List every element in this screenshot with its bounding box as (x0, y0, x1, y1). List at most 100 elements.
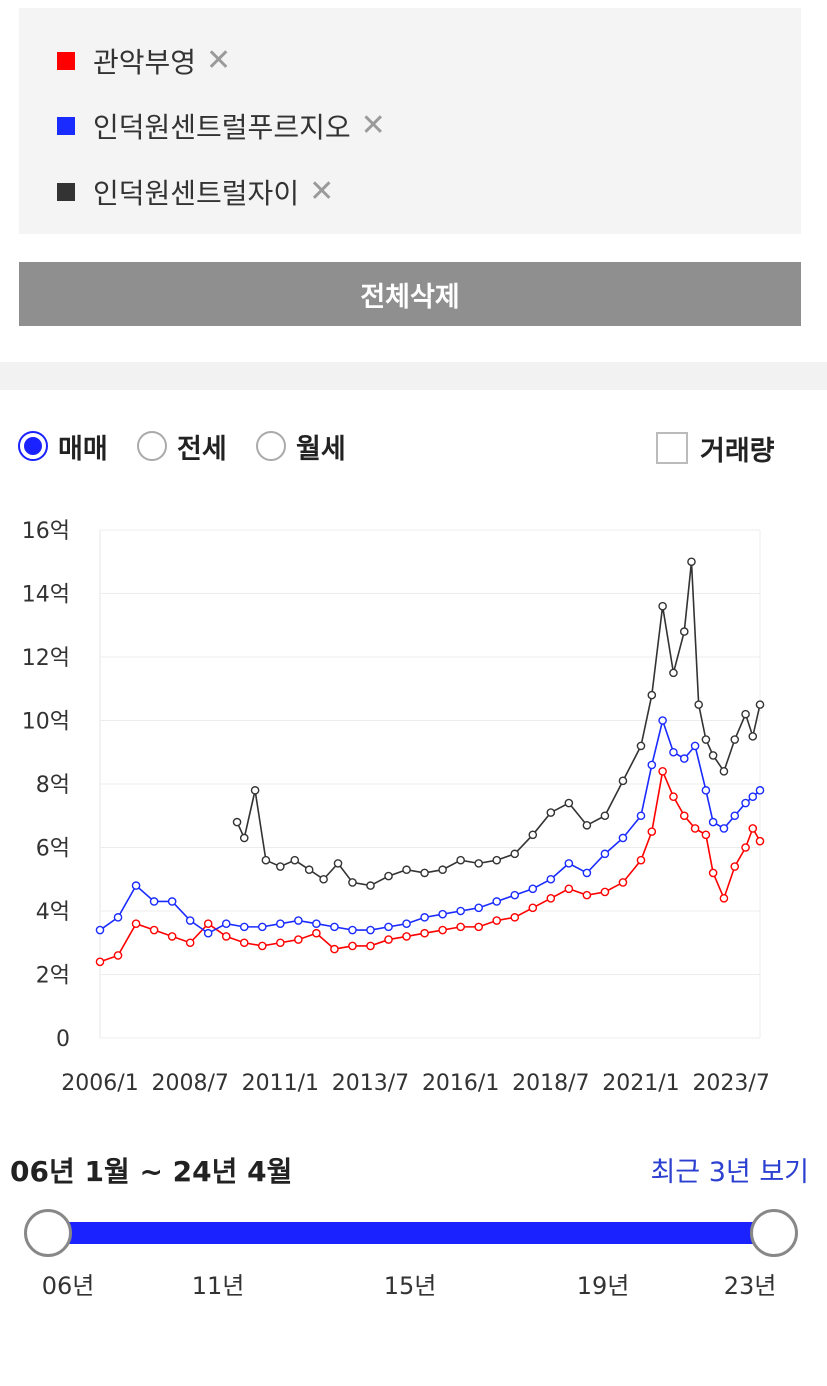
data-point (719, 893, 729, 903)
x-tick-label: 2021/1 (602, 1071, 679, 1096)
y-tick-label: 16억 (22, 519, 70, 544)
legend-label: 인덕원센트럴자이 (93, 177, 300, 210)
x-axis-ticks: 2006/1 2008/7 2011/1 2013/7 2016/1 2018/7 2021… (61, 1071, 770, 1096)
data-point (719, 766, 729, 776)
data-point (636, 811, 646, 821)
chart-series (95, 557, 765, 967)
legend-swatch-dark (57, 183, 75, 201)
data-point (366, 941, 375, 951)
data-point (600, 849, 610, 859)
data-point (528, 903, 538, 913)
section-divider (0, 362, 827, 390)
data-point (474, 922, 483, 932)
data-point (131, 881, 141, 890)
data-point (546, 874, 556, 884)
data-point (741, 709, 750, 719)
data-point (420, 913, 429, 922)
remove-icon[interactable]: ✕ (309, 174, 335, 209)
radio-checked-icon (18, 431, 48, 461)
volume-checkbox[interactable]: 거래량 (656, 428, 775, 468)
x-tick-label: 2006/1 (61, 1071, 138, 1096)
data-point (113, 913, 123, 922)
data-point (167, 897, 177, 906)
data-point (366, 925, 375, 935)
slider-tick: 15년 (383, 1272, 437, 1300)
data-point (185, 916, 195, 925)
data-point (658, 716, 667, 725)
y-axis-ticks: 0 2억 4억 6억 8억 10억 12억 14억 16억 (22, 519, 70, 1052)
legend-item-1: 관악부영 ✕ (57, 41, 231, 81)
remove-icon[interactable]: ✕ (360, 108, 386, 143)
data-point (203, 928, 213, 938)
data-point (438, 925, 447, 935)
x-tick-label: 2011/1 (242, 1071, 319, 1096)
y-tick-label: 12억 (22, 646, 70, 671)
data-point (564, 859, 574, 868)
slider-tick: 19년 (576, 1272, 630, 1300)
data-point (618, 776, 628, 786)
data-point (95, 957, 105, 967)
data-point (239, 833, 249, 843)
radio-sale[interactable]: 매매 (18, 426, 108, 466)
radio-label: 월세 (296, 433, 346, 465)
data-point (755, 836, 765, 846)
data-point (618, 833, 628, 843)
data-point (510, 913, 520, 922)
data-point (647, 760, 657, 770)
delete-all-button[interactable]: 전체삭제 (19, 262, 801, 326)
data-point (294, 935, 303, 944)
data-point (221, 919, 231, 929)
range-slider-start-handle[interactable] (24, 1209, 72, 1257)
data-point (694, 700, 703, 709)
data-point (690, 824, 700, 833)
data-point (276, 938, 285, 948)
range-slider-track[interactable] (48, 1222, 774, 1244)
data-point (257, 922, 267, 932)
data-point (185, 938, 195, 948)
slider-tick: 06년 (41, 1272, 95, 1300)
data-point (276, 919, 285, 929)
data-point (474, 859, 483, 868)
data-point (294, 916, 303, 925)
data-point (755, 786, 765, 795)
y-tick-label: 0 (56, 1027, 70, 1052)
data-point (730, 862, 740, 871)
data-point (647, 827, 657, 836)
data-point (546, 893, 556, 903)
y-tick-label: 10억 (22, 710, 70, 735)
y-tick-label: 14억 (22, 583, 70, 608)
data-point (618, 878, 628, 887)
data-point (384, 935, 393, 944)
data-point (755, 700, 765, 709)
data-point (492, 897, 502, 906)
data-point (402, 865, 411, 875)
data-point (290, 855, 300, 865)
data-point (304, 865, 314, 875)
data-point (492, 916, 502, 925)
data-point (564, 798, 574, 808)
data-point (647, 690, 657, 700)
data-point (701, 786, 711, 795)
radio-jeonse[interactable]: 전세 (137, 426, 227, 466)
data-point (474, 903, 483, 913)
radio-monthly[interactable]: 월세 (256, 426, 346, 466)
remove-icon[interactable]: ✕ (206, 43, 232, 78)
volume-label: 거래량 (700, 435, 775, 467)
data-point (420, 928, 429, 938)
recent-3-years-link[interactable]: 최근 3년 보기 (650, 1157, 809, 1188)
legend-item-2: 인덕원센트럴푸르지오 ✕ (57, 106, 386, 146)
series-line (236, 561, 761, 887)
data-point (669, 792, 678, 802)
y-tick-label: 2억 (36, 964, 70, 989)
data-point (679, 811, 689, 821)
data-point (239, 938, 249, 948)
data-point (232, 817, 242, 827)
legend-label: 인덕원센트럴푸르지오 (93, 111, 351, 144)
data-point (113, 951, 123, 960)
range-slider-end-handle[interactable] (750, 1209, 798, 1257)
data-point (384, 871, 393, 881)
series-2 (95, 716, 765, 938)
data-point (690, 741, 700, 751)
data-point (250, 786, 260, 795)
period-range-label: 06년 1월 ~ 24년 4월 (10, 1155, 293, 1188)
